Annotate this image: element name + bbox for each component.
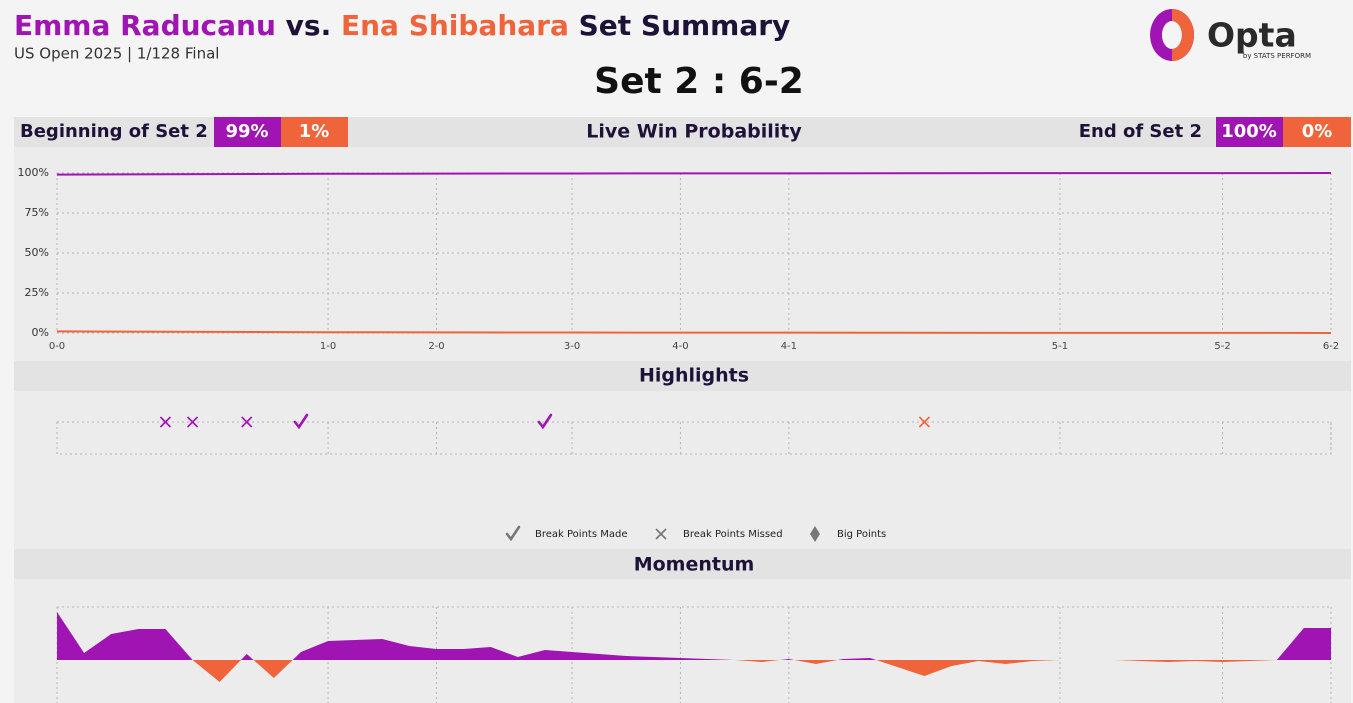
- logo-text: Opta: [1207, 16, 1297, 55]
- prob-box: [281, 117, 348, 147]
- subtitle: US Open 2025 | 1/128 Final: [14, 45, 219, 63]
- chart-title: Live Win Probability: [586, 121, 802, 143]
- panel: [14, 391, 1351, 549]
- band: [14, 549, 1351, 579]
- x-tick-label: 5-1: [1052, 341, 1068, 352]
- y-tick-label: 0%: [32, 326, 49, 339]
- vs: vs.: [286, 9, 332, 42]
- check-icon: [537, 413, 553, 430]
- logo-mark-accent: [1172, 9, 1194, 61]
- y-tick-label: 25%: [25, 286, 49, 299]
- cross-icon: [186, 416, 199, 428]
- y-tick-label: 75%: [25, 206, 49, 219]
- legend-icon: [505, 525, 521, 542]
- panel: [14, 147, 1351, 361]
- momentum-area-positive: [57, 612, 1331, 660]
- highlight-marker: [918, 416, 930, 428]
- x-tick-label: 1-0: [320, 341, 336, 352]
- legend-icon: [810, 526, 820, 542]
- prob-label: 99%: [225, 121, 268, 142]
- end-label: End of Set 2: [1079, 121, 1202, 142]
- win-line: [56, 172, 1332, 176]
- highlight-marker: [241, 416, 253, 428]
- x-tick-label: 4-1: [781, 341, 797, 352]
- y-tick-label: 100%: [18, 166, 49, 179]
- x-tick-label: 6-2: [1323, 341, 1339, 352]
- cross-icon: [918, 416, 930, 428]
- player2: Ena Shibahara: [341, 9, 569, 42]
- prob-label: 100%: [1221, 121, 1277, 142]
- player1: Emma Raducanu: [14, 9, 276, 42]
- set-score: Set 2 : 6-2: [594, 61, 804, 102]
- chart-title: Momentum: [634, 554, 755, 576]
- start-label: Beginning of Set 2: [20, 121, 208, 142]
- win-line: [56, 330, 1332, 334]
- x-tick-label: 0-0: [49, 341, 65, 352]
- prob-label: 1%: [299, 121, 330, 142]
- panel: [14, 579, 1351, 703]
- highlight-marker: [537, 413, 553, 430]
- x-tick-label: 4-0: [672, 341, 688, 352]
- diamond-icon: [810, 526, 820, 542]
- logo: Opta by STATS PERFORM: [1150, 9, 1311, 61]
- headline: Emma Raducanu vs. Ena Shibahara Set Summ…: [14, 9, 790, 42]
- check-icon: [293, 413, 309, 430]
- prob-box: [214, 117, 281, 147]
- y-tick-label: 50%: [25, 246, 49, 259]
- legend-label: Break Points Missed: [683, 529, 783, 540]
- x-tick-label: 3-0: [564, 341, 580, 352]
- prob-label: 0%: [1302, 121, 1333, 142]
- cross-icon: [241, 416, 253, 428]
- highlight-marker: [186, 416, 199, 428]
- prob-box: [1283, 117, 1351, 147]
- chart-title: Highlights: [639, 365, 749, 387]
- logo-sub: by STATS PERFORM: [1243, 52, 1311, 60]
- cross-icon: [159, 416, 171, 428]
- x-tick-label: 5-2: [1214, 341, 1230, 352]
- legend-label: Big Points: [837, 529, 886, 540]
- legend-label: Break Points Made: [535, 529, 627, 540]
- cross-icon: [655, 528, 667, 540]
- check-icon: [505, 525, 521, 542]
- legend-icon: [655, 528, 667, 540]
- prob-box: [1216, 117, 1283, 147]
- highlight-marker: [159, 416, 171, 428]
- suffix: Set Summary: [579, 9, 791, 42]
- highlight-marker: [293, 413, 309, 430]
- band: [14, 361, 1351, 391]
- x-tick-label: 2-0: [428, 341, 444, 352]
